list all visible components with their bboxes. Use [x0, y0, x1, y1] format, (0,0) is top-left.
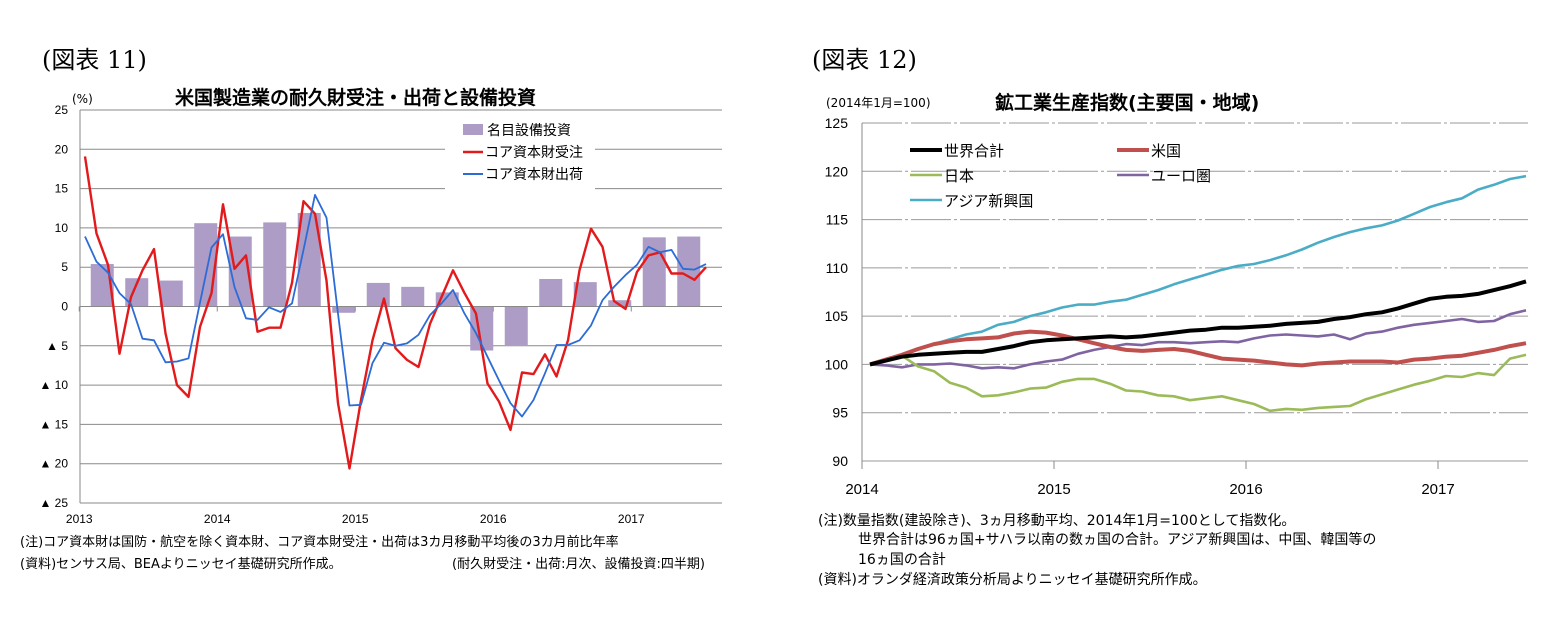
y-tick-label: 0 [61, 300, 68, 314]
note-right-2: 世界合計は96ヵ国+サハラ以南の数ヵ国の合計。アジア新興国は、中国、韓国等の [858, 532, 1377, 548]
legend-label: ユーロ圏 [1151, 167, 1211, 185]
series-line-eurozone [869, 309, 1527, 370]
bar-2014Q4 [332, 306, 356, 313]
legend-label: アジア新興国 [944, 192, 1033, 210]
legend-label: コア資本財出荷 [485, 167, 583, 183]
legend-label: 日本 [944, 167, 974, 185]
y-tick-label: ▲ 25 [39, 496, 68, 510]
y-tick-label: 125 [825, 115, 849, 131]
series-line-core-orders [83, 156, 707, 470]
series-line-japan [869, 353, 1527, 413]
bar-2014Q2 [263, 222, 287, 307]
x-tick-label: 2015 [1037, 481, 1070, 498]
bar-2013Q1 [90, 264, 114, 307]
note-right-3: 16ヵ国の合計 [858, 552, 946, 568]
figure-label-right: (図表 12) [812, 46, 917, 74]
bar-2015Q2 [401, 286, 425, 307]
legend-label: 世界合計 [944, 142, 1004, 160]
note-right-1: (注)数量指数(建設除き)、3ヵ月移動平均、2014年1月=100として指数化。 [818, 513, 1296, 529]
bar-2017Q1 [642, 237, 666, 307]
note-left-frequency: (耐久財受注・出荷:月次、設備投資:四半期) [452, 557, 705, 572]
legend-label: 名目設備投資 [487, 123, 571, 139]
y-tick-label: 115 [826, 212, 849, 228]
bar-2016Q2 [539, 278, 563, 307]
y-tick-label: 20 [55, 142, 69, 156]
note-right-4: (資料)オランダ経済政策分析局よりニッセイ基礎研究所作成。 [818, 572, 1207, 588]
note-left-1: (注)コア資本財は国防・航空を除く資本財、コア資本財受注・出荷は3カ月移動平均後… [20, 535, 619, 550]
x-tick-label: 2017 [1421, 481, 1454, 498]
bar-2013Q4 [194, 223, 218, 307]
x-tick-label: 2015 [342, 512, 369, 526]
x-tick-label: 2017 [618, 512, 645, 526]
x-tick-label: 2016 [1229, 481, 1262, 498]
note-left-2: (資料)センサス局、BEAよりニッセイ基礎研究所作成。 [20, 557, 342, 572]
x-tick-label: 2016 [480, 512, 507, 526]
bar-2017Q2 [677, 236, 701, 307]
bar-2016Q3 [573, 282, 597, 307]
y-tick-label: ▲ 20 [39, 457, 68, 471]
series-line-world [869, 279, 1527, 367]
x-tick-label: 2013 [66, 512, 93, 526]
legend-label: 米国 [1151, 142, 1181, 160]
y-tick-label: 95 [832, 405, 848, 421]
figure-label-left: (図表 11) [42, 46, 147, 74]
y-tick-label: 10 [55, 221, 69, 235]
series-line-us [869, 329, 1527, 368]
series-line-core-shipments [84, 193, 707, 418]
series-line-asia-emerging [869, 174, 1527, 366]
y-tick-label: 5 [61, 260, 68, 274]
y-tick-label: 100 [825, 356, 849, 372]
bar-2013Q3 [159, 280, 183, 307]
bar-2015Q1 [366, 282, 390, 307]
chart-title-right: 鉱工業生産指数(主要国・地域) [995, 92, 1260, 114]
y-tick-label: 105 [825, 308, 849, 324]
chart-title-left: 米国製造業の耐久財受注・出荷と設備投資 [175, 87, 537, 109]
y-tick-label: ▲ 5 [46, 339, 68, 353]
y-unit-right: (2014年1月=100) [826, 96, 931, 110]
y-tick-label: 110 [826, 260, 849, 276]
y-tick-label: 120 [825, 163, 849, 179]
y-unit-left: (%) [72, 92, 93, 106]
y-tick-label: 15 [55, 182, 69, 196]
y-tick-label: ▲ 15 [39, 417, 68, 431]
x-tick-label: 2014 [204, 512, 231, 526]
y-tick-label: 25 [55, 103, 69, 117]
bar-2016Q4 [608, 300, 632, 307]
legend-label: コア資本財受注 [485, 145, 583, 161]
y-tick-label: ▲ 10 [39, 378, 68, 392]
bar-2016Q1 [504, 306, 528, 346]
legend-swatch-bar [463, 124, 483, 135]
y-tick-label: 90 [832, 453, 848, 469]
bar-2014Q3 [297, 212, 321, 307]
x-tick-label: 2014 [845, 481, 878, 498]
